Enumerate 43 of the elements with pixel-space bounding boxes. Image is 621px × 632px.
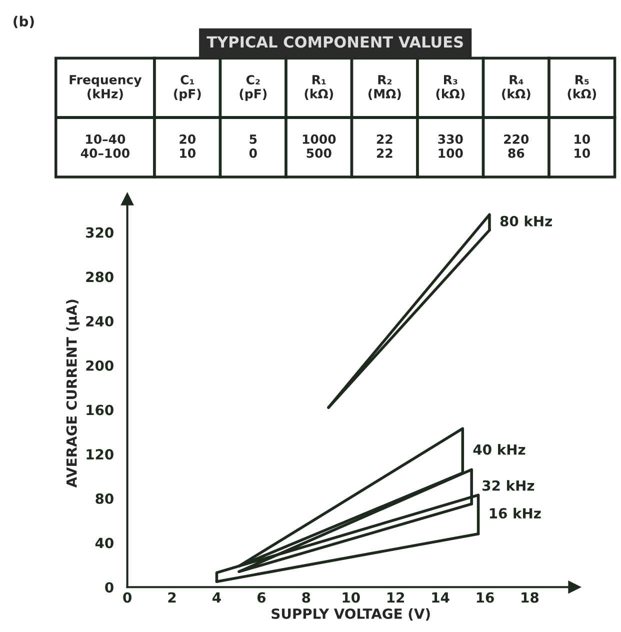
text: 22 22	[376, 134, 392, 158]
text: R₃ (kΩ)	[436, 75, 465, 100]
y-tick-label: 80	[96, 493, 114, 504]
text: Frequency (kHz)	[70, 75, 142, 100]
text: C₁ (pF)	[174, 75, 201, 101]
y-tick-label: 280	[86, 272, 114, 282]
text: 20 10	[180, 134, 196, 158]
y-axis-title: AVERAGE CURRENT (μA)	[66, 300, 80, 488]
x-tick-label: 12	[387, 592, 404, 603]
x-tick-label: 18	[522, 592, 539, 603]
series-label: 80 kHz	[500, 216, 552, 226]
text: R₄ (kΩ)	[502, 75, 530, 100]
x-tick-label: 4	[212, 592, 221, 603]
text: 5 0	[249, 134, 257, 158]
y-tick-label: 120	[86, 449, 114, 460]
series-label: 16 kHz	[490, 508, 541, 519]
text: 1000 500	[302, 134, 336, 158]
text: 220 86	[504, 134, 529, 158]
y-tick-label: 200	[86, 360, 114, 371]
y-tick-label: 160	[86, 404, 114, 416]
text: C₂ (pF)	[240, 75, 267, 101]
text: (b)	[14, 16, 34, 28]
x-tick-label: 10	[342, 592, 360, 603]
x-tick-label: 14	[432, 592, 450, 603]
series-label: 32 kHz	[482, 480, 534, 491]
text: TYPICAL COMPONENT VALUES	[206, 36, 463, 48]
x-tick-label: 16	[476, 592, 494, 603]
text: R₅ (kΩ)	[568, 75, 596, 100]
y-tick-label: 40	[95, 538, 114, 548]
y-tick-label: 0	[105, 582, 114, 593]
text: R₁ (kΩ)	[304, 75, 334, 100]
text: 330 100	[438, 134, 463, 158]
y-tick-label: 240	[86, 316, 114, 327]
x-tick-label: 6	[257, 592, 266, 603]
text: R₂ (MΩ)	[368, 75, 401, 100]
x-tick-label: 0	[123, 592, 132, 603]
x-axis-title: SUPPLY VOLTAGE (V)	[272, 608, 430, 621]
text: 10 10	[574, 134, 590, 158]
x-tick-label: 8	[302, 592, 310, 603]
x-tick-label: 2	[168, 592, 176, 603]
series-label: 40 kHz	[473, 444, 526, 455]
y-tick-label: 320	[86, 227, 114, 238]
text: 10–40 40–100	[80, 134, 130, 158]
